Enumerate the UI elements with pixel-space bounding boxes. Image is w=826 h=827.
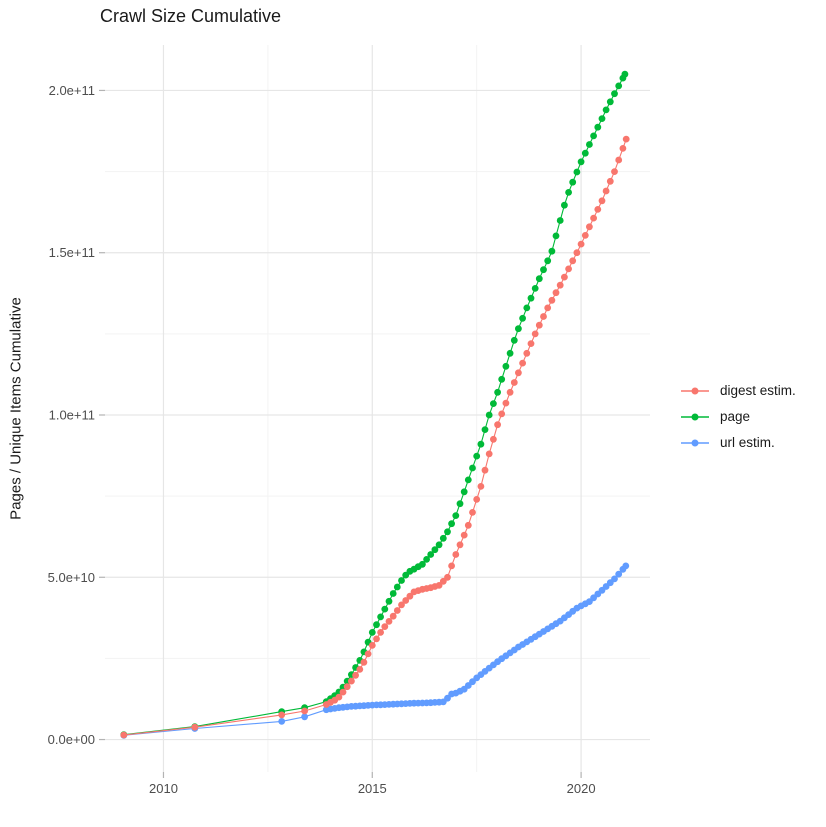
y-tick-label: 1.0e+11 [49, 407, 95, 422]
legend-label: url estim. [720, 435, 775, 450]
legend-key-icon [681, 413, 709, 420]
grid-minor [105, 45, 650, 772]
legend-key-icon [681, 387, 709, 394]
grid-major [105, 45, 650, 772]
y-axis-title: Pages / Unique Items Cumulative [7, 297, 25, 520]
legend-item-digest-estim: digest estim. [680, 383, 796, 398]
x-tick-label: 2015 [358, 781, 387, 796]
y-tick-label: 5.0e+10 [48, 570, 95, 585]
legend: digest estim. page url estim. [680, 383, 796, 461]
x-tick-label: 2020 [567, 781, 596, 796]
series-url-estim [120, 562, 630, 739]
chart-title: Crawl Size Cumulative [100, 6, 282, 26]
series-digest-estim [120, 135, 630, 739]
legend-key-icon [681, 439, 709, 446]
legend-item-page: page [680, 409, 796, 424]
legend-label: digest estim. [720, 383, 796, 398]
axis-ticks [99, 89, 582, 778]
y-tick-label: 1.5e+11 [49, 245, 95, 260]
legend-label: page [720, 409, 751, 424]
legend-item-url-estim: url estim. [680, 435, 796, 450]
y-tick-label: 2.0e+11 [49, 83, 95, 98]
axis-labels: 2010 2015 2020 0.0e+00 5.0e+10 1.0e+11 1.5e+11… [48, 83, 596, 796]
series-page [120, 70, 629, 739]
x-tick-label: 2010 [149, 781, 178, 796]
y-tick-label: 0.0e+00 [48, 732, 95, 747]
